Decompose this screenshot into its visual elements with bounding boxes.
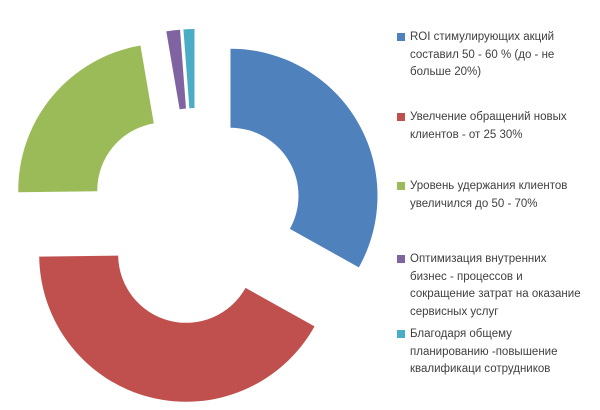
donut-chart	[18, 29, 378, 402]
legend-marker-icon	[397, 33, 405, 41]
legend-marker-icon	[397, 182, 405, 190]
legend-marker-icon	[397, 330, 405, 338]
donut-slice-1	[230, 48, 378, 268]
legend-label: Уровень удержания клиентов увеличился до …	[410, 180, 568, 210]
legend-item-5: Благодаря общему планированию -повышение к…	[397, 326, 600, 379]
donut-slice-4	[166, 29, 186, 110]
legend-marker-icon	[397, 113, 405, 121]
donut-slice-5	[183, 29, 195, 109]
legend-item-2: Увелчение обращений новых клиентов - от 2…	[397, 109, 600, 144]
donut-slice-3	[18, 45, 154, 193]
chart-legend: ROI стимулирующих акций составил 50 - 60 …	[397, 0, 597, 410]
legend-label: Благодаря общему планированию -повышение к…	[410, 328, 558, 375]
legend-label: Увелчение обращений новых клиентов - от 2…	[410, 111, 567, 141]
legend-item-4: Оптимизация внутренних бизнес - процессов…	[397, 251, 600, 321]
legend-marker-icon	[397, 255, 405, 263]
legend-label: ROI стимулирующих акций составил 50 - 60 …	[410, 31, 555, 78]
legend-item-3: Уровень удержания клиентов увеличился до …	[397, 178, 600, 213]
donut-slice-2	[39, 255, 315, 402]
legend-label: Оптимизация внутренних бизнес - процессов…	[410, 253, 581, 318]
legend-item-1: ROI стимулирующих акций составил 50 - 60 …	[397, 29, 600, 82]
